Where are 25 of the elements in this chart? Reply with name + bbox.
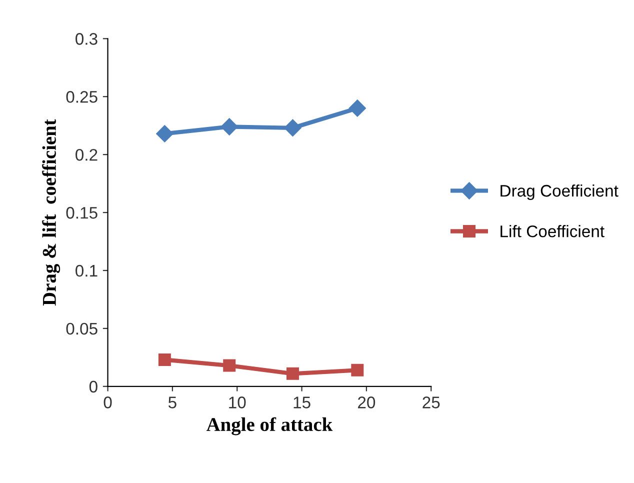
x-axis-title: Angle of attack	[206, 417, 333, 436]
x-tick-label: 15	[294, 396, 310, 408]
x-tick-label: 20	[358, 396, 376, 408]
point	[284, 119, 302, 136]
x-tick-label: 0	[104, 396, 112, 408]
point	[351, 364, 364, 376]
legend-label: Drag Coefficient	[500, 184, 618, 200]
x-tick-label: 10	[229, 396, 246, 408]
point	[220, 118, 238, 136]
y-tick-label: 0.1	[76, 264, 98, 277]
y-tick-label: 0.3	[76, 33, 98, 45]
legend-label: Lift Coefficient	[500, 225, 604, 238]
y-tick-label: 0.25	[66, 91, 98, 103]
point	[223, 359, 236, 372]
point	[348, 100, 366, 117]
y-tick-label: 0.15	[66, 206, 98, 219]
point	[156, 125, 174, 142]
x-tick-label: 25	[422, 396, 440, 408]
point	[286, 367, 299, 380]
y-axis-title: Drag & lift coefficient	[42, 119, 60, 306]
point	[158, 353, 171, 366]
y-tick-label: 0.2	[76, 148, 98, 161]
x-tick-label: 5	[168, 396, 176, 408]
y-tick-label: 0	[89, 380, 98, 393]
y-tick-label: 0.05	[66, 322, 98, 335]
